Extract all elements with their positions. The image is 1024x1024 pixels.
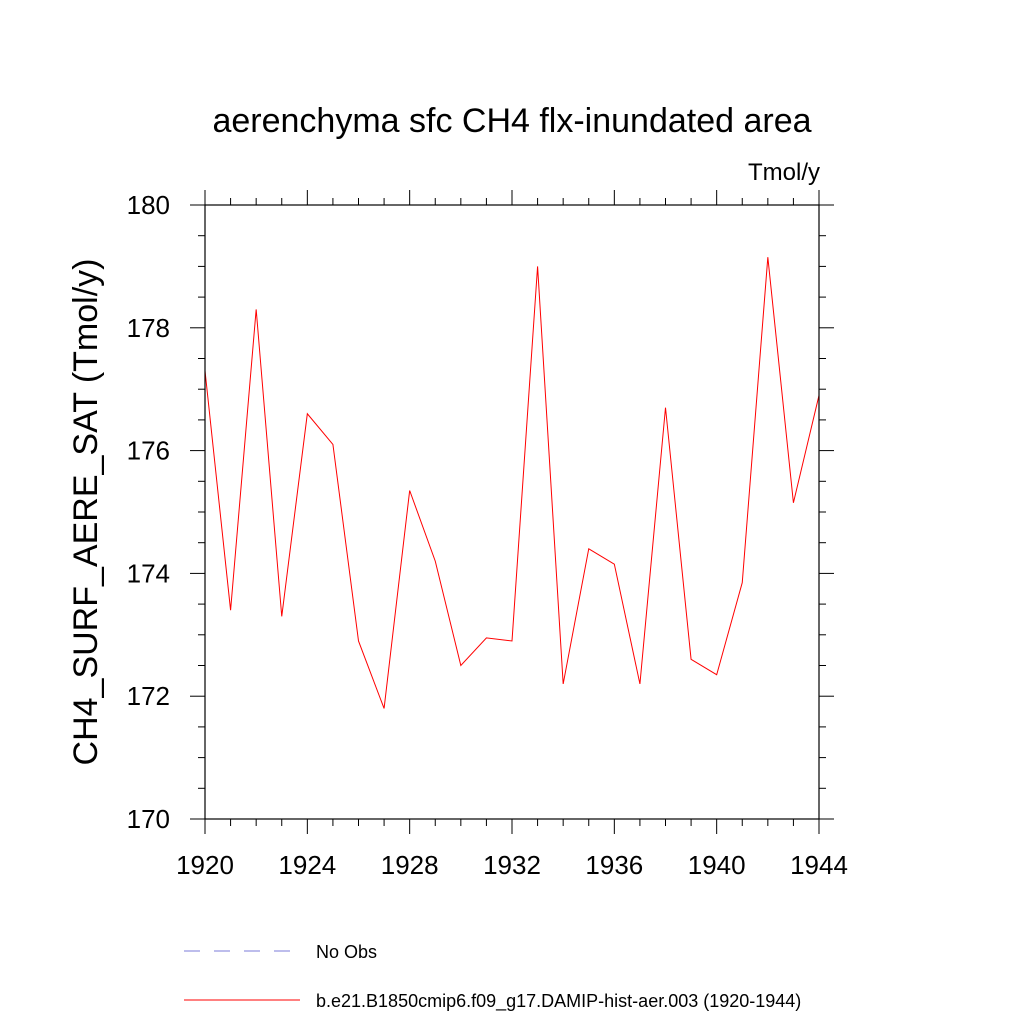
y-tick-label: 170 — [127, 804, 170, 834]
legend-label: No Obs — [316, 942, 377, 962]
units-label: Tmol/y — [748, 159, 820, 186]
x-tick-label: 1932 — [483, 850, 541, 880]
chart-title: aerenchyma sfc CH4 flx-inundated area — [212, 102, 811, 140]
y-tick-label: 178 — [127, 313, 170, 343]
y-tick-label: 176 — [127, 436, 170, 466]
axis-tick-labels: 1920 1924 1928 1932 1936 1940 1944 170 172 174 176… — [127, 190, 848, 880]
y-tick-label: 174 — [127, 558, 170, 588]
y-axis-label: CH4_SURF_AERE_SAT (Tmol/y) — [67, 259, 105, 766]
series-line — [204, 257, 820, 709]
x-tick-label: 1924 — [278, 850, 336, 880]
axis-ticks — [190, 190, 834, 834]
x-tick-label: 1920 — [176, 850, 234, 880]
x-tick-label: 1928 — [381, 850, 439, 880]
x-tick-label: 1944 — [790, 850, 848, 880]
legend-label: b.e21.B1850cmip6.f09_g17.DAMIP-hist-aer.… — [316, 991, 801, 1012]
x-tick-label: 1940 — [688, 850, 746, 880]
legend: No Obs b.e21.B1850cmip6.f09_g17.DAMIP-his… — [184, 942, 801, 1012]
y-tick-label: 172 — [127, 681, 170, 711]
series-layer — [204, 257, 820, 709]
plot-frame — [204, 204, 820, 820]
y-tick-label: 180 — [127, 190, 170, 220]
x-tick-label: 1936 — [585, 850, 643, 880]
